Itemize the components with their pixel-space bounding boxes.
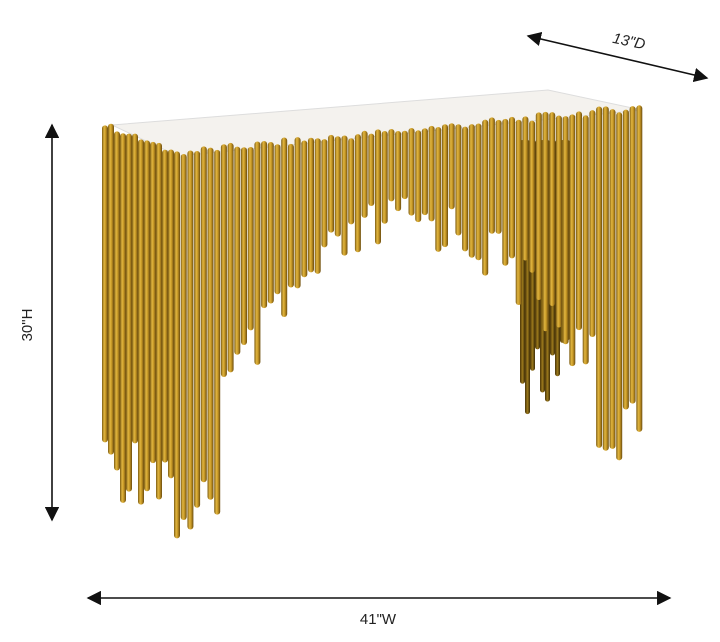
rod xyxy=(569,114,576,367)
rod xyxy=(281,137,288,318)
rod xyxy=(308,137,314,273)
rod xyxy=(234,146,241,355)
rod xyxy=(488,117,495,234)
rod xyxy=(174,151,180,539)
rod xyxy=(314,138,321,274)
rod xyxy=(442,124,448,248)
width-label: 41"W xyxy=(360,611,397,628)
depth-arrow xyxy=(526,31,709,83)
rod xyxy=(168,149,174,479)
rod xyxy=(361,130,368,218)
rod xyxy=(274,144,281,295)
rod xyxy=(120,133,126,503)
rod xyxy=(522,116,529,261)
rod xyxy=(187,150,194,530)
rod xyxy=(287,143,294,288)
rod xyxy=(348,138,355,225)
rod xyxy=(220,144,227,377)
rod xyxy=(515,119,522,305)
rod xyxy=(529,120,536,273)
rod xyxy=(194,151,201,508)
rod xyxy=(468,124,475,258)
rod xyxy=(368,133,375,206)
rod xyxy=(162,149,168,463)
rod xyxy=(375,129,381,245)
rod xyxy=(247,147,254,331)
rod xyxy=(495,119,502,234)
rod xyxy=(395,130,402,212)
rod xyxy=(636,105,643,432)
rod xyxy=(609,109,616,449)
rod xyxy=(138,139,144,505)
rod xyxy=(341,135,348,256)
rod xyxy=(582,115,589,365)
front-rods xyxy=(102,105,643,539)
rod xyxy=(509,116,515,259)
rod xyxy=(576,111,582,331)
rod xyxy=(200,146,207,483)
rod xyxy=(589,110,596,338)
rod xyxy=(435,127,442,252)
rod xyxy=(301,140,308,278)
rod xyxy=(102,125,108,443)
rod xyxy=(321,139,328,248)
rod xyxy=(381,131,388,224)
rod xyxy=(596,106,603,448)
height-label: 30"H xyxy=(19,309,36,342)
rod xyxy=(354,134,361,253)
rod xyxy=(388,128,395,202)
rod xyxy=(207,147,214,500)
rod xyxy=(616,112,623,461)
rod xyxy=(401,130,408,200)
rod xyxy=(502,118,509,266)
rod xyxy=(602,106,609,451)
rod xyxy=(132,133,138,444)
rod xyxy=(126,133,132,492)
rod xyxy=(408,128,415,216)
rod xyxy=(535,112,542,300)
rod xyxy=(622,109,629,410)
rod xyxy=(294,137,301,289)
rod xyxy=(542,111,549,332)
rod xyxy=(421,128,428,216)
rod xyxy=(227,142,234,373)
rod xyxy=(549,112,556,306)
rod xyxy=(562,116,569,345)
rod xyxy=(114,131,120,471)
rod xyxy=(455,124,462,236)
rod xyxy=(150,141,156,464)
depth-label: 13"D xyxy=(611,30,647,53)
rod xyxy=(156,142,162,500)
rod xyxy=(448,123,455,210)
rod xyxy=(180,153,187,521)
rod xyxy=(144,140,150,492)
rod xyxy=(428,125,435,222)
rod xyxy=(254,141,261,365)
rod xyxy=(629,106,636,404)
rod xyxy=(267,142,274,304)
rod xyxy=(241,147,247,345)
rod xyxy=(334,136,341,237)
rod xyxy=(328,134,335,233)
rod xyxy=(108,123,114,455)
rod xyxy=(214,149,221,515)
rod xyxy=(475,123,482,261)
rod xyxy=(555,115,562,328)
rod xyxy=(415,130,422,223)
rod xyxy=(462,126,469,252)
rod xyxy=(261,141,268,309)
rod xyxy=(482,119,489,276)
